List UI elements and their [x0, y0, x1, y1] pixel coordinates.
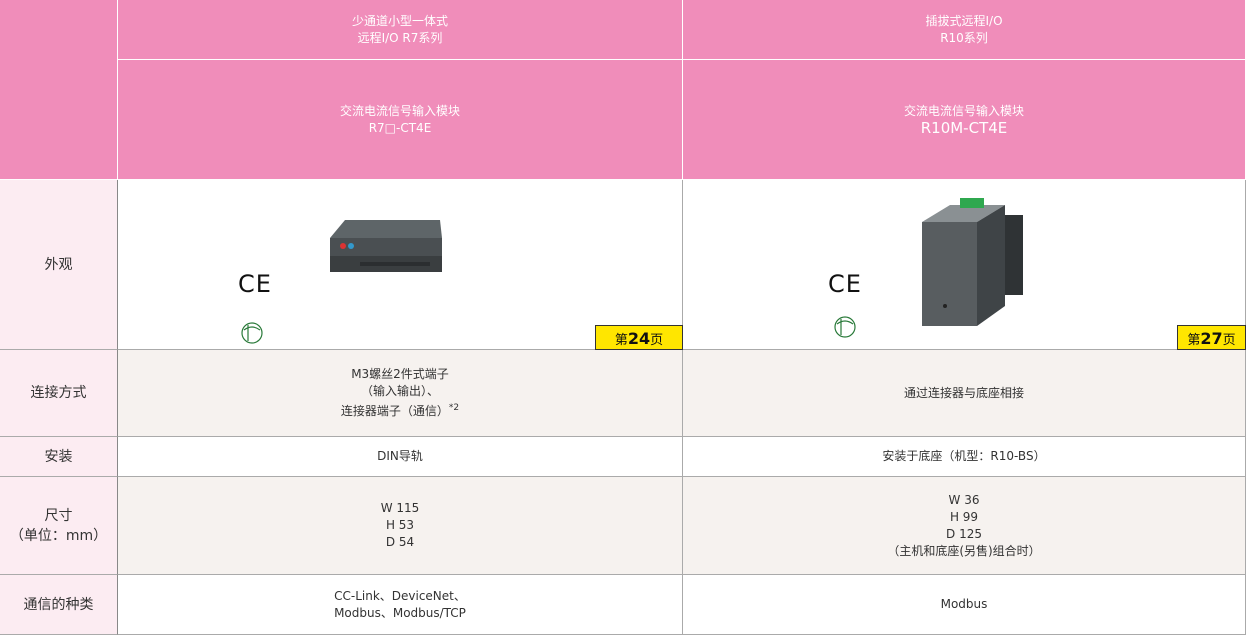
page-ref-prefix: 第	[1187, 333, 1201, 348]
page-ref-suffix: 页	[1222, 333, 1236, 348]
cert-mark: CE	[238, 270, 272, 298]
cell-line: 连接器端子（通信）*2	[341, 400, 459, 420]
series-header: 插拔式远程I/O R10系列	[683, 0, 1246, 60]
label-text: （单位：mm）	[9, 527, 108, 544]
cell-text: （输入输出）、	[360, 384, 439, 398]
cell-text: 连接器端子（通信）	[340, 404, 449, 418]
data-cell: CC-Link、DeviceNet、 Modbus、Modbus/TCP	[118, 575, 683, 635]
cell-text: Modbus、Modbus/TCP	[334, 605, 466, 620]
series-name: 插拔式远程I/O	[925, 13, 1003, 28]
row-label: 外观	[0, 180, 118, 350]
cell-text: D 125	[946, 526, 982, 541]
page-ref-number: 27	[1200, 329, 1223, 348]
cell-text: （主机和底座(另售)组合时）	[887, 543, 1041, 558]
module-name: R7□-CT4E	[368, 120, 432, 135]
module-header: 交流电流信号输入模块 R7□-CT4E	[118, 60, 683, 180]
data-cell: 通过连接器与底座相接	[683, 350, 1246, 437]
cell-text: 安装于底座（机型：R10-BS）	[882, 449, 1046, 463]
page-ref-number: 24	[627, 329, 651, 348]
row-label: 安装	[0, 437, 118, 477]
data-cell	[118, 180, 683, 350]
cell-text: Modbus	[940, 597, 988, 611]
data-cell	[683, 180, 1246, 350]
row-label: 尺寸 （单位：mm）	[0, 477, 118, 575]
cell-text: W 36	[948, 492, 980, 507]
module-name: 交流电流信号输入模块	[903, 103, 1024, 118]
page-ref-badge: 第 24 页	[595, 325, 683, 350]
cell-text: D 54	[385, 535, 415, 549]
data-cell: M3螺丝2件式端子 （输入输出）、连接器端子（通信）*2	[118, 350, 683, 437]
label-text: 连接方式	[30, 385, 87, 401]
label-text: 外观	[44, 256, 73, 273]
module-name: 交流电流信号输入模块	[339, 103, 460, 118]
series-name: 少通道小型一体式	[351, 13, 448, 28]
data-cell: W 36 H 99 D 125 （主机和底座(另售)组合时）	[683, 477, 1246, 575]
footnote-mark: *2	[448, 403, 460, 413]
row-label: 通信的种类	[0, 575, 118, 635]
label-text: 尺寸	[44, 507, 73, 524]
series-name: 远程I/O R7系列	[357, 30, 443, 45]
data-cell: DIN导轨	[118, 437, 683, 477]
label-text: 安装	[44, 448, 73, 465]
data-cell: Modbus	[683, 575, 1246, 635]
cell-text: H 99	[949, 509, 979, 524]
cert-mark: CE	[828, 270, 862, 298]
cell-text: H 53	[385, 518, 415, 532]
page-ref-suffix: 页	[650, 333, 664, 348]
row-label: 连接方式	[0, 350, 118, 437]
series-name: R10系列	[940, 30, 988, 45]
cell-text: CC-Link、DeviceNet、	[334, 588, 466, 603]
module-header: 交流电流信号输入模块 R10M-CT4E	[683, 60, 1246, 180]
cell-text: DIN导轨	[377, 449, 423, 463]
cell-text: W 115	[380, 501, 420, 515]
module-name: R10M-CT4E	[920, 118, 1008, 137]
cell-text: 通过连接器与底座相接	[903, 385, 1024, 400]
label-text: 通信的种类	[23, 596, 94, 613]
series-header: 少通道小型一体式 远程I/O R7系列	[118, 0, 683, 60]
page-ref-prefix: 第	[614, 333, 628, 348]
cell-text: M3螺丝2件式端子	[351, 367, 449, 381]
corner-header	[0, 0, 118, 180]
page-ref-badge: 第 27 页	[1177, 325, 1246, 350]
data-cell: 安装于底座（机型：R10-BS）	[683, 437, 1246, 477]
data-cell: W 115 H 53 D 54	[118, 477, 683, 575]
